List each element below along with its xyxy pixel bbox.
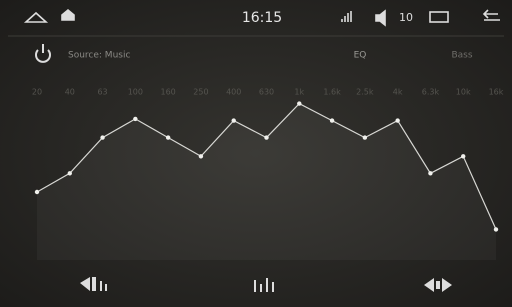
band-label: 160 bbox=[161, 88, 176, 97]
screen: 16:15 10 Source: Music EQ Bass 20 40 63 100… bbox=[0, 0, 512, 307]
eq-point bbox=[264, 135, 268, 139]
bass-tab[interactable]: Bass bbox=[451, 51, 472, 61]
band-label: 250 bbox=[193, 88, 208, 97]
band-label: 6.3k bbox=[422, 88, 440, 97]
eq-point bbox=[297, 101, 301, 105]
eq-point bbox=[428, 171, 432, 175]
eq-point bbox=[494, 227, 498, 231]
band-label: 1k bbox=[294, 88, 304, 97]
eq-point bbox=[461, 154, 465, 158]
band-label: 2.5k bbox=[356, 88, 374, 97]
page: 16:15 10 Source: Music EQ Bass 20 40 63 100… bbox=[0, 0, 512, 307]
eq-point bbox=[133, 117, 137, 121]
volume-level: 10 bbox=[399, 11, 413, 24]
band-label: 10k bbox=[456, 88, 471, 97]
band-label: 4k bbox=[393, 88, 403, 97]
band-label: 63 bbox=[97, 88, 107, 97]
source-label[interactable]: Source: Music bbox=[68, 51, 130, 61]
band-label: 20 bbox=[32, 88, 42, 97]
clock: 16:15 bbox=[242, 10, 282, 26]
eq-point bbox=[232, 118, 236, 122]
band-label: 40 bbox=[65, 88, 75, 97]
band-label: 16k bbox=[489, 88, 504, 97]
eq-point bbox=[68, 171, 72, 175]
eq-tab[interactable]: EQ bbox=[354, 51, 367, 61]
band-label: 1.6k bbox=[323, 88, 341, 97]
eq-point bbox=[395, 118, 399, 122]
eq-point bbox=[35, 190, 39, 194]
eq-point bbox=[330, 118, 334, 122]
eq-point bbox=[363, 135, 367, 139]
band-label: 400 bbox=[226, 88, 241, 97]
band-label: 630 bbox=[259, 88, 274, 97]
eq-point bbox=[100, 135, 104, 139]
eq-point bbox=[166, 135, 170, 139]
eq-point bbox=[199, 154, 203, 158]
band-label: 100 bbox=[128, 88, 143, 97]
